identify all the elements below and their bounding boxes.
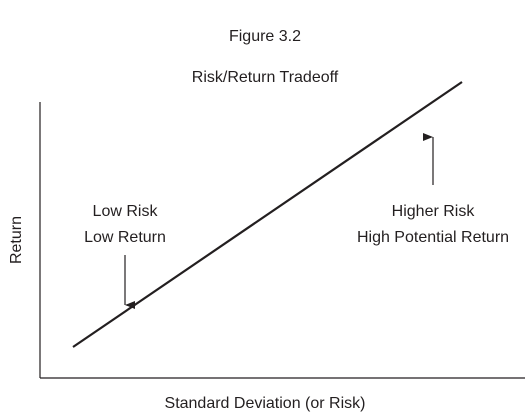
y-axis-label: Return [8,216,25,264]
annotation-text: Low Return [84,229,166,246]
annotation-text: High Potential Return [357,229,509,246]
title: Risk/Return Tradeoff [192,69,339,86]
annotation-text: Higher Risk [392,203,476,220]
figure-label: Figure 3.2 [229,28,301,45]
tradeoff-line [72,81,463,348]
annotation-text: Low Risk [93,203,159,220]
x-axis-label: Standard Deviation (or Risk) [165,395,366,412]
